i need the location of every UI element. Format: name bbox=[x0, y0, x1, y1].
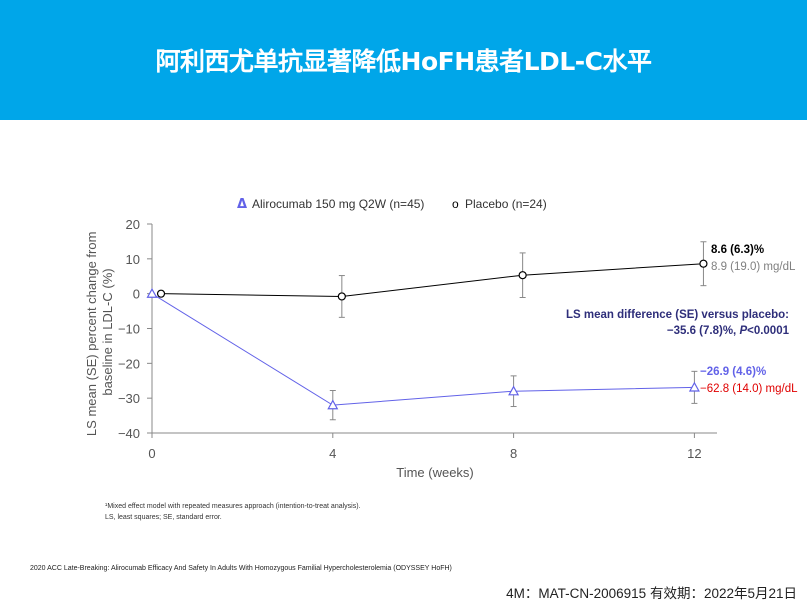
header-banner bbox=[0, 0, 807, 120]
difference-value: −35.6 (7.8)%, bbox=[667, 325, 740, 337]
alirocumab-abs-label: −62.8 (14.0) mg/dL bbox=[700, 383, 798, 395]
x-tick-label: 8 bbox=[510, 446, 517, 461]
y-tick-label: −40 bbox=[118, 426, 140, 441]
alirocumab-pct-label: −26.9 (4.6)% bbox=[700, 366, 766, 378]
placebo-pct-label: 8.6 (6.3)% bbox=[711, 244, 764, 256]
legend-marker-placebo: o bbox=[452, 197, 459, 211]
y-tick-label: −10 bbox=[118, 322, 140, 337]
x-axis-title: Time (weeks) bbox=[396, 465, 474, 480]
placebo-point bbox=[699, 259, 708, 268]
alirocumab-point bbox=[146, 287, 158, 298]
y-tick-label: 0 bbox=[133, 287, 140, 302]
y-tick-label: −30 bbox=[118, 391, 140, 406]
placebo-abs-label: 8.9 (19.0) mg/dL bbox=[711, 261, 796, 273]
difference-line1: LS mean difference (SE) versus placebo: bbox=[566, 309, 789, 321]
y-tick-label: 20 bbox=[126, 217, 140, 232]
reference-citation: 2020 ACC Late-Breaking: Alirocumab Effic… bbox=[30, 565, 452, 572]
difference-p-symbol: P bbox=[739, 325, 747, 337]
y-tick-label: −20 bbox=[118, 356, 140, 371]
difference-p-value: <0.0001 bbox=[747, 325, 789, 337]
alirocumab-point bbox=[327, 399, 339, 410]
placebo-point bbox=[337, 292, 346, 301]
alirocumab-point bbox=[508, 385, 520, 396]
placebo-point bbox=[156, 289, 166, 298]
alirocumab-point bbox=[688, 381, 700, 392]
footnote-2: LS, least squares; SE, standard error. bbox=[105, 514, 222, 521]
x-tick-label: 12 bbox=[687, 446, 701, 461]
x-tick-label: 0 bbox=[148, 446, 155, 461]
footer-code: 4M：MAT-CN-2006915 有效期：2022年5月21日 bbox=[506, 586, 797, 601]
legend-label-alirocumab: Alirocumab 150 mg Q2W (n=45) bbox=[252, 197, 424, 211]
legend-label-placebo: Placebo (n=24) bbox=[465, 197, 547, 211]
page-title: 阿利西尤单抗显著降低HoFH患者LDL-C水平 bbox=[155, 47, 652, 76]
alirocumab-line bbox=[151, 293, 695, 406]
placebo-point bbox=[518, 271, 527, 280]
x-tick-label: 4 bbox=[329, 446, 336, 461]
difference-line2: −35.6 (7.8)%, P<0.0001 bbox=[667, 325, 790, 337]
y-tick-label: 10 bbox=[126, 252, 140, 267]
legend-marker-alirocumab: Δ bbox=[237, 197, 247, 212]
footnote-1: ¹Mixed effect model with repeated measur… bbox=[105, 503, 361, 510]
y-axis-title: LS mean (SE) percent change from baselin… bbox=[84, 228, 115, 436]
placebo-line bbox=[161, 263, 704, 297]
